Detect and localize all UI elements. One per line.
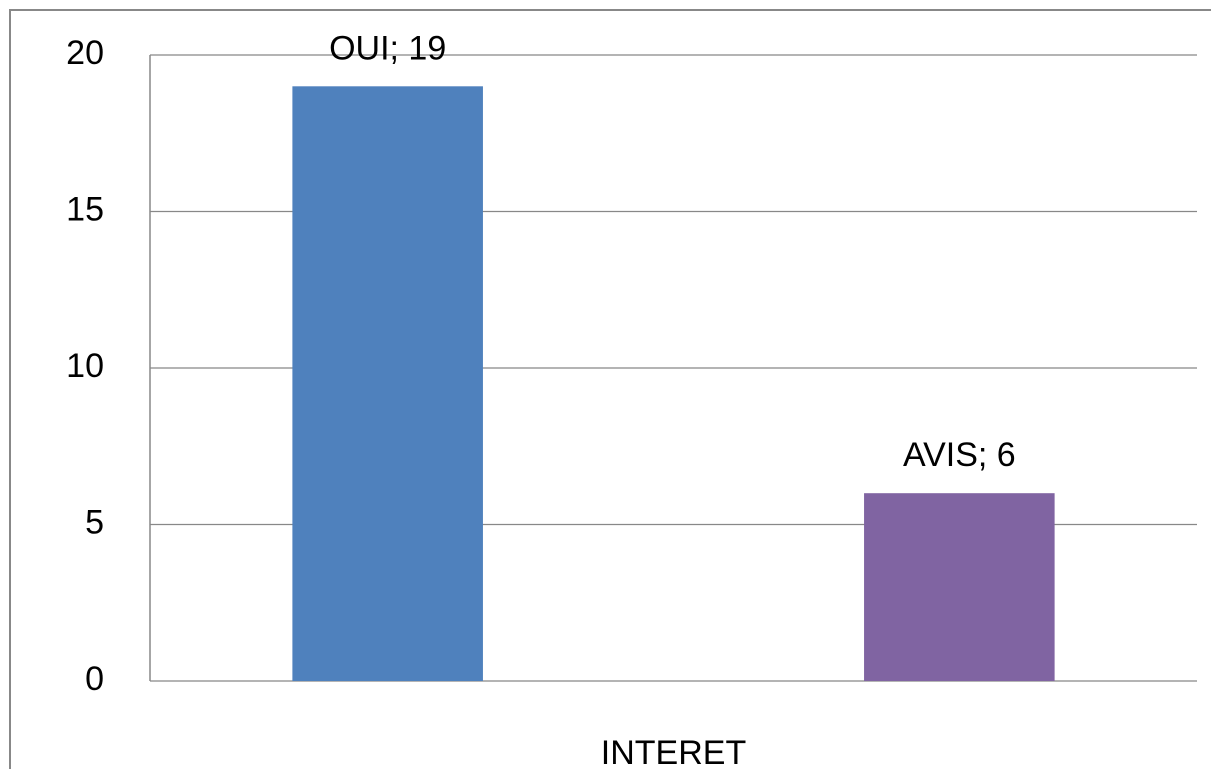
bar [292,86,483,682]
y-tick-label: 0 [85,660,104,698]
y-tick-label: 10 [66,347,104,385]
x-tick-label: INTERET [601,734,746,769]
data-label: AVIS; 6 [903,436,1016,474]
data-label: OUI; 19 [329,29,446,67]
bar [864,493,1055,681]
chart-border [9,9,1211,769]
y-tick-label: 5 [85,503,104,541]
y-tick-label: 20 [66,34,104,72]
y-tick-label: 15 [66,190,104,228]
